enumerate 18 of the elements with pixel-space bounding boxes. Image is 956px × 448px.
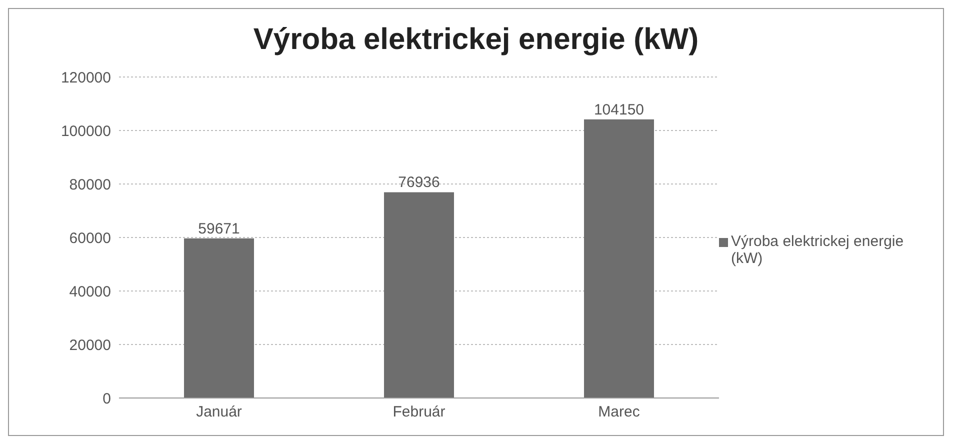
y-tick-label: 100000 bbox=[60, 122, 111, 140]
data-label: 76936 bbox=[398, 174, 440, 192]
y-tick-label: 60000 bbox=[69, 230, 111, 247]
x-tick-label: Február bbox=[392, 404, 446, 421]
y-tick-label: 120000 bbox=[60, 69, 111, 86]
y-tick-label: 80000 bbox=[69, 176, 111, 194]
chart-title: Výroba elektrickej energie (kW) bbox=[252, 22, 700, 58]
bar bbox=[384, 192, 454, 398]
y-tick-label: 0 bbox=[102, 390, 111, 408]
y-tick-label: 40000 bbox=[69, 283, 111, 300]
bar bbox=[184, 238, 254, 398]
legend-label: Výroba elektrickej energie (kW) bbox=[731, 233, 905, 267]
y-tick-label: 20000 bbox=[69, 336, 111, 354]
bar bbox=[584, 119, 654, 398]
x-tick-label: Január bbox=[196, 404, 242, 421]
data-label: 59671 bbox=[198, 220, 240, 238]
data-label: 104150 bbox=[594, 101, 644, 118]
x-tick-label: Marec bbox=[598, 404, 640, 421]
